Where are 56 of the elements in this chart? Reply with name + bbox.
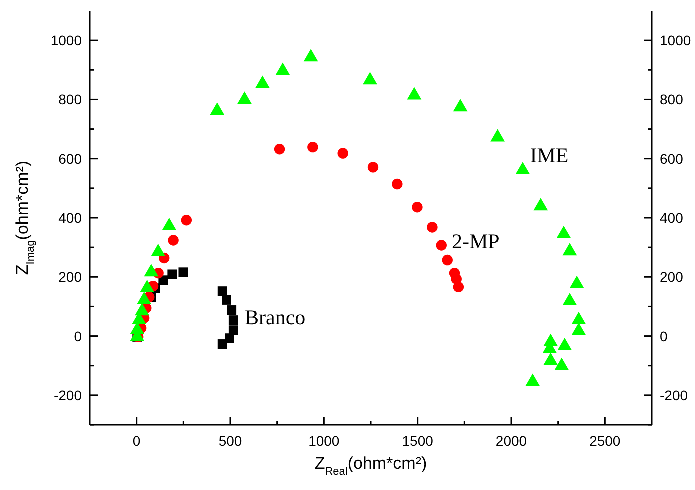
x-tick-label: 2500 — [590, 433, 621, 449]
point — [442, 254, 453, 266]
point — [453, 282, 464, 293]
point — [427, 222, 438, 233]
point — [168, 270, 178, 280]
y2-tick-label: 200 — [660, 269, 684, 286]
point — [210, 102, 225, 116]
point — [516, 162, 530, 175]
y2-tick-label: 0 — [660, 328, 668, 344]
x-tick-label: 0 — [132, 433, 141, 449]
x-tick-label: 1500 — [402, 433, 434, 449]
point — [168, 235, 179, 246]
point — [238, 92, 252, 104]
point — [274, 144, 286, 155]
point — [304, 49, 318, 62]
point — [227, 306, 237, 316]
y-tick-label: 600 — [58, 150, 82, 167]
y-tick-label: 200 — [58, 269, 82, 286]
series-label: IME — [530, 143, 569, 168]
y2-tick-label: 800 — [660, 92, 684, 108]
x-tick-label: 2000 — [496, 433, 528, 449]
point — [228, 326, 238, 336]
point — [490, 129, 506, 142]
point — [218, 340, 228, 350]
point — [218, 286, 228, 296]
point — [407, 87, 422, 100]
x-tick-label: 1000 — [308, 433, 340, 449]
y-tick-label: -200 — [54, 387, 82, 404]
x-axis-title: Z$_{Real}$(ohm*cm²) — [314, 454, 428, 478]
x-tick-label: 500 — [218, 433, 242, 449]
point — [436, 240, 447, 251]
point — [534, 198, 548, 211]
series-label: 2-MP — [452, 230, 500, 254]
point — [368, 162, 379, 173]
point — [228, 316, 238, 326]
y2-tick-label: -200 — [660, 387, 688, 404]
y-tick-label: 0 — [74, 328, 82, 344]
point — [392, 178, 403, 190]
point — [225, 334, 234, 344]
point — [412, 202, 423, 213]
point — [178, 268, 188, 278]
point — [276, 62, 290, 76]
y-tick-label: 1000 — [50, 32, 82, 49]
y-tick-label: 800 — [58, 92, 82, 108]
point — [338, 148, 348, 159]
y2-tick-label: 1000 — [660, 32, 692, 49]
y-tick-label: 400 — [58, 210, 82, 226]
y2-tick-label: 600 — [660, 150, 684, 167]
point — [222, 295, 232, 305]
point — [181, 215, 192, 226]
y2-tick-label: 400 — [660, 210, 684, 226]
point — [308, 142, 318, 153]
point — [256, 76, 270, 88]
point — [453, 99, 468, 112]
series-label: Branco — [245, 305, 306, 330]
point — [363, 72, 378, 85]
